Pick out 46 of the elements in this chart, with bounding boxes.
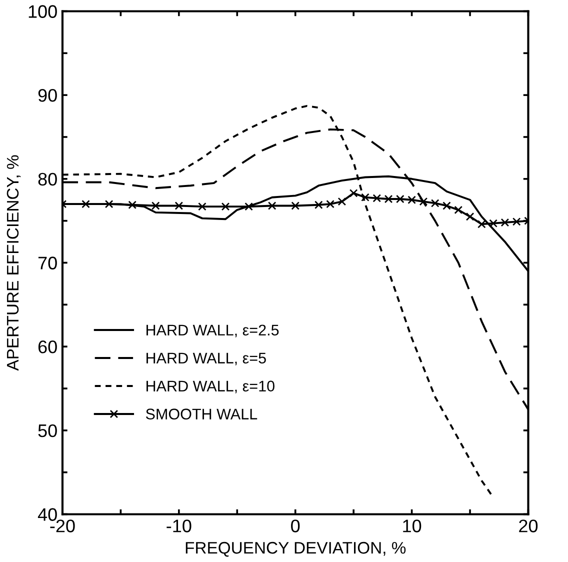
legend-label: HARD WALL, ε=10: [146, 380, 274, 394]
point: [268, 202, 276, 210]
y-tick-label: 60: [38, 340, 57, 354]
y-tick-label: 100: [28, 5, 57, 18]
point: [361, 193, 370, 202]
point: [314, 200, 323, 210]
point: [174, 202, 184, 210]
point: [454, 206, 463, 214]
point: [489, 219, 498, 228]
point: [338, 197, 346, 206]
point: [104, 200, 114, 208]
x-tick-label: 10: [403, 520, 422, 532]
point: [349, 188, 358, 198]
legend-label: SMOOTH WALL: [146, 408, 258, 420]
y-tick-label: 50: [38, 424, 57, 438]
legend-label: HARD WALL, ε=5: [146, 352, 266, 366]
y-axis-title: APERTURE EFFICIENCY, %: [6, 155, 21, 371]
point: [372, 194, 382, 202]
point: [512, 217, 521, 226]
x-tick-label: -20: [50, 520, 75, 532]
point: [128, 200, 137, 210]
x-tick-label: 0: [291, 520, 300, 532]
y-tick-label: 90: [38, 89, 57, 102]
y-tick-label: 80: [38, 172, 57, 186]
point: [326, 200, 334, 208]
point: [500, 218, 510, 227]
x-tick-label: -10: [166, 520, 192, 532]
x-axis-title: FREQUENCY DEVIATION, %: [186, 542, 406, 557]
point: [198, 202, 206, 211]
point: [82, 200, 90, 208]
point: [384, 194, 393, 204]
point: [151, 202, 160, 210]
point: [396, 194, 404, 204]
legend-label: HARD WALL, ε=2.5: [146, 324, 279, 338]
point: [221, 202, 230, 211]
point: [419, 197, 428, 206]
point: [244, 202, 253, 211]
x-tick-label: 20: [519, 520, 538, 532]
point: [466, 212, 474, 221]
point: [442, 202, 451, 210]
point: [291, 202, 300, 210]
point: [430, 199, 440, 208]
y-tick-label: 40: [38, 508, 57, 521]
point: [477, 220, 486, 228]
point: [408, 196, 416, 204]
y-tick-label: 70: [38, 256, 57, 270]
